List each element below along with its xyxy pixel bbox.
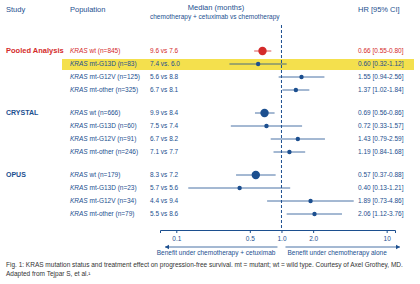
median-label: 9.6 vs 7.6 <box>150 47 179 54</box>
median-label: 5.6 vs 8.8 <box>150 73 179 80</box>
x-tick: 10 <box>384 230 392 242</box>
x-axis: 0.1 0.5 1.0 2.0 10 <box>161 230 396 242</box>
hr-point <box>237 186 241 190</box>
header-subheader: chemotherapy + cetuximab vs chemotherapy <box>150 13 280 21</box>
hr-point <box>312 212 316 216</box>
median-label: 7.5 vs 7.4 <box>150 122 179 129</box>
highlight-band <box>62 59 414 70</box>
hr-point <box>308 199 312 203</box>
median-label: 8.3 vs 7.2 <box>150 171 179 178</box>
x-tick-label: 0.5 <box>246 235 255 242</box>
x-tick: 2.0 <box>309 230 318 242</box>
x-tick-mark <box>313 230 314 233</box>
group-label: CRYSTAL <box>6 109 39 116</box>
header-hr: HR [95% CI] <box>358 5 400 14</box>
hr-label: 2.06 [1.12-3.76] <box>358 210 404 218</box>
forest-plot-svg: Study Population Median (months)chemothera… <box>0 0 420 284</box>
hr-label: 1.37 [1.02-1.84] <box>358 86 404 94</box>
x-tick-label: 2.0 <box>309 235 318 242</box>
x-tick: 1.0 <box>277 230 286 242</box>
chart-container: Study Population Median (months)chemothera… <box>0 0 420 284</box>
hr-label: 0.40 [0.13-1.21] <box>358 184 404 192</box>
highlight-bands <box>62 59 414 70</box>
population-label: KRAS mt-other (n=325) <box>70 86 138 94</box>
caption: Fig. 1: KRAS mutation status and treatme… <box>6 261 405 278</box>
arrow-right-shaft <box>285 247 400 248</box>
population-label: KRAS mt-G12V (n=125) <box>70 73 140 81</box>
hr-label: 1.43 [0.79-2.59] <box>358 135 404 143</box>
x-tick-mark <box>281 230 282 233</box>
population-label: KRAS mt-other (n=246) <box>70 148 138 156</box>
population-label: KRAS mt-G12V (n=34) <box>70 197 136 205</box>
hr-point <box>296 137 300 141</box>
median-label: 6.7 vs 8.2 <box>150 135 179 142</box>
hr-point <box>294 88 298 92</box>
median-label: 9.9 vs 8.4 <box>150 109 179 116</box>
hr-point <box>256 62 260 66</box>
group-label: OPUS <box>6 171 26 178</box>
header-median: Median (months) <box>188 3 245 12</box>
hr-point <box>287 150 291 154</box>
x-tick-label: 0.1 <box>172 235 181 242</box>
hr-point <box>264 124 268 128</box>
x-tick-mark <box>387 230 388 233</box>
plot-marks <box>188 25 353 230</box>
median-label: 4.4 vs 9.4 <box>150 197 179 204</box>
median-label: 6.7 vs 8.1 <box>150 86 179 93</box>
reference-line <box>281 25 282 230</box>
hr-point <box>252 171 260 179</box>
annotation-left: Benefit under chemotherapy + cetuximab <box>157 249 276 257</box>
hr-label: 0.57 [0.37-0.88] <box>358 171 404 179</box>
hr-point <box>260 109 268 117</box>
x-axis-line <box>161 231 396 234</box>
hr-point <box>258 47 266 55</box>
header-study: Study <box>6 5 25 14</box>
hr-label: 0.66 [0.55-0.80] <box>358 47 404 55</box>
median-label: 7.1 vs 7.7 <box>150 148 179 155</box>
hr-label: 0.72 [0.33-1.57] <box>358 122 404 130</box>
population-label: KRAS mt-other (n=79) <box>70 210 135 218</box>
header-population: Population <box>70 5 105 14</box>
population-label: KRAS wt (n=845) <box>70 47 120 55</box>
hr-point <box>299 75 303 79</box>
hr-label: 0.69 [0.56-0.86] <box>358 109 404 117</box>
hr-label: 1.55 [0.94-2.56] <box>358 73 404 81</box>
group-label: Pooled Analysis <box>6 46 64 55</box>
x-tick-mark <box>250 230 251 233</box>
x-tick-label: 1.0 <box>277 235 286 242</box>
population-label: KRAS wt (n=179) <box>70 171 120 179</box>
x-tick-label: 10 <box>384 235 392 242</box>
hr-label: 0.60 [0.32-1.12] <box>358 60 404 68</box>
annotation-right: Benefit under chemotherapy alone <box>287 249 387 257</box>
median-label: 5.7 vs 5.6 <box>150 184 179 191</box>
x-tick: 0.1 <box>172 230 181 242</box>
arrow-right-head <box>396 245 400 249</box>
median-label: 5.5 vs 8.6 <box>150 210 179 217</box>
median-label: 7.4 vs. 6.0 <box>150 60 180 67</box>
population-label: KRAS mt-G13D (n=60) <box>70 122 137 130</box>
population-label: KRAS mt-G13D (n=83) <box>70 60 137 68</box>
arrow-left-shaft <box>165 247 277 248</box>
population-label: KRAS mt-G13D (n=23) <box>70 184 137 192</box>
hr-label: 1.19 [0.84-1.68] <box>358 148 404 156</box>
x-tick-mark <box>176 230 177 233</box>
hr-label: 1.89 [0.73-4.86] <box>358 197 404 205</box>
x-tick: 0.5 <box>246 230 255 242</box>
population-label: KRAS wt (n=666) <box>70 109 120 117</box>
population-label: KRAS mt-G12V (n=91) <box>70 135 136 143</box>
